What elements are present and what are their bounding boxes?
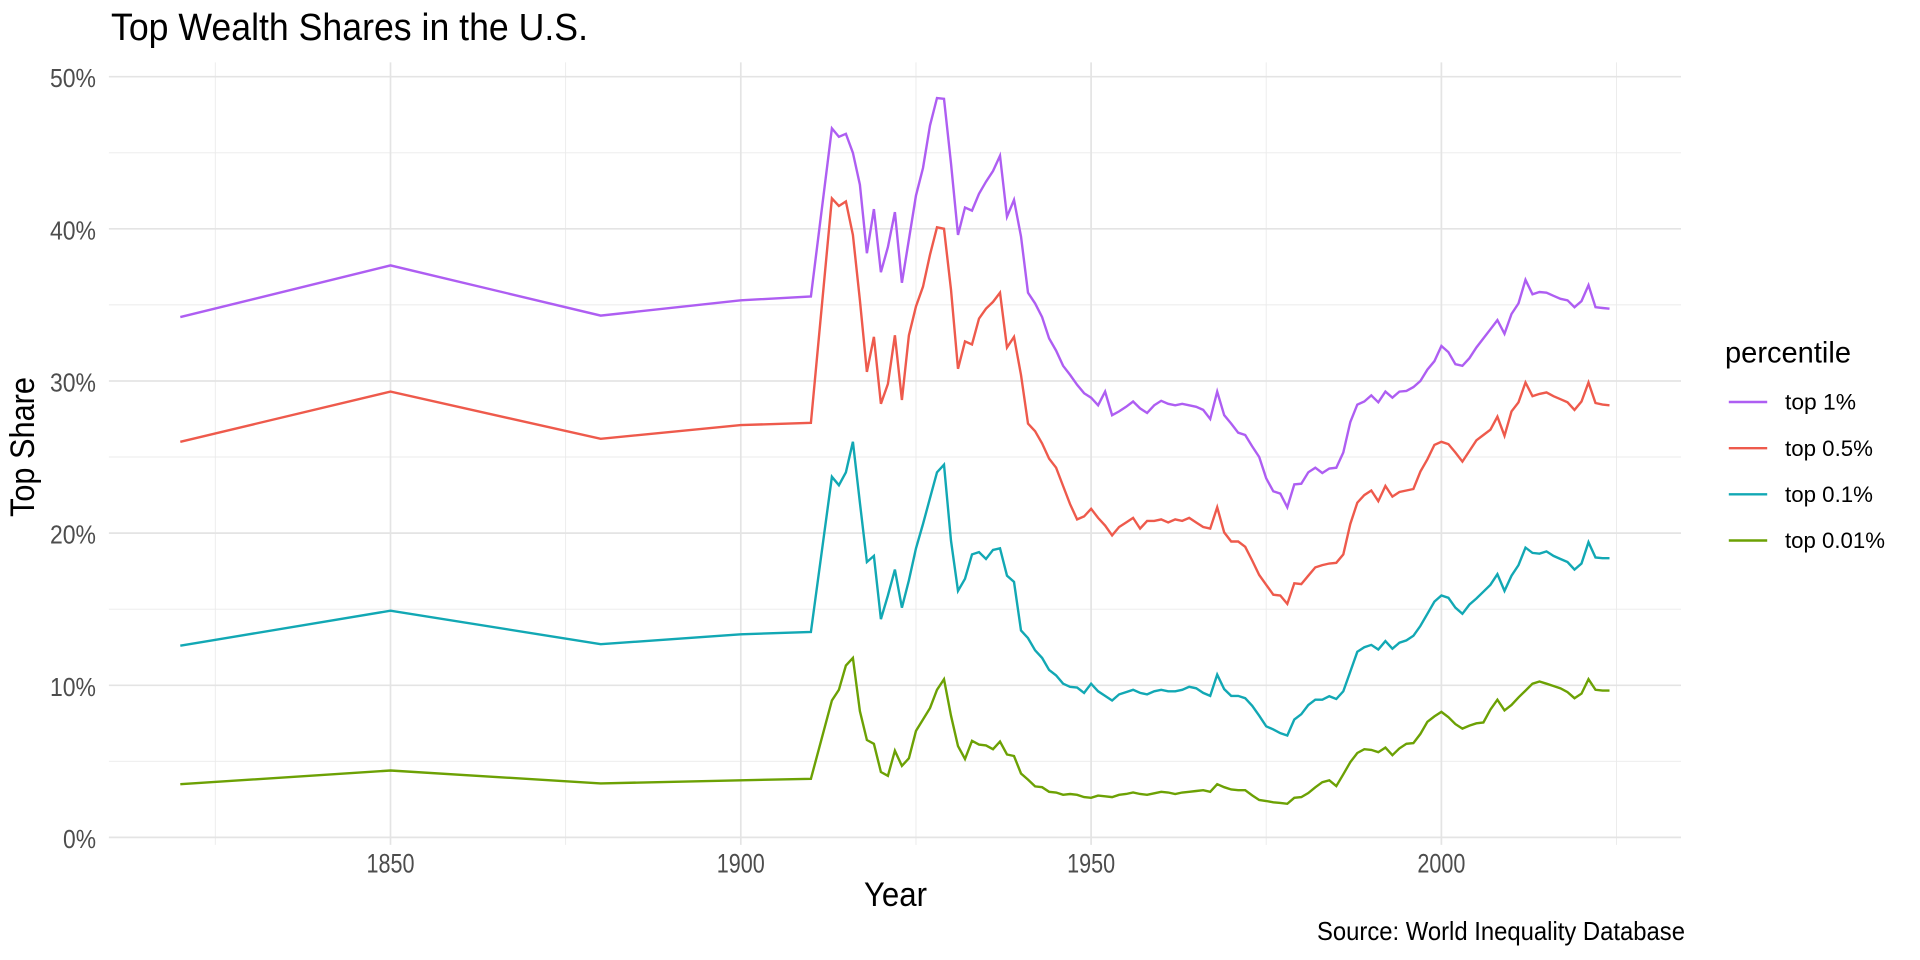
svg-text:top 0.01%: top 0.01% xyxy=(1785,528,1885,553)
svg-text:50%: 50% xyxy=(50,63,96,93)
svg-text:percentile: percentile xyxy=(1725,337,1851,370)
svg-text:40%: 40% xyxy=(50,215,96,245)
svg-text:Top Wealth Shares in the U.S.: Top Wealth Shares in the U.S. xyxy=(111,7,588,49)
svg-text:1900: 1900 xyxy=(717,849,765,879)
svg-text:top 0.5%: top 0.5% xyxy=(1785,436,1873,461)
svg-text:0%: 0% xyxy=(63,824,96,854)
svg-text:20%: 20% xyxy=(50,520,96,550)
svg-text:1850: 1850 xyxy=(367,849,415,879)
svg-text:Source: World Inequality Datab: Source: World Inequality Database xyxy=(1317,916,1685,946)
svg-text:30%: 30% xyxy=(50,368,96,398)
svg-text:top 0.1%: top 0.1% xyxy=(1785,482,1873,507)
svg-text:top 1%: top 1% xyxy=(1785,390,1856,415)
svg-text:Year: Year xyxy=(864,876,927,914)
svg-text:1950: 1950 xyxy=(1067,849,1115,879)
svg-text:Top Share: Top Share xyxy=(4,377,42,517)
svg-text:2000: 2000 xyxy=(1417,849,1465,879)
svg-text:10%: 10% xyxy=(50,672,96,702)
